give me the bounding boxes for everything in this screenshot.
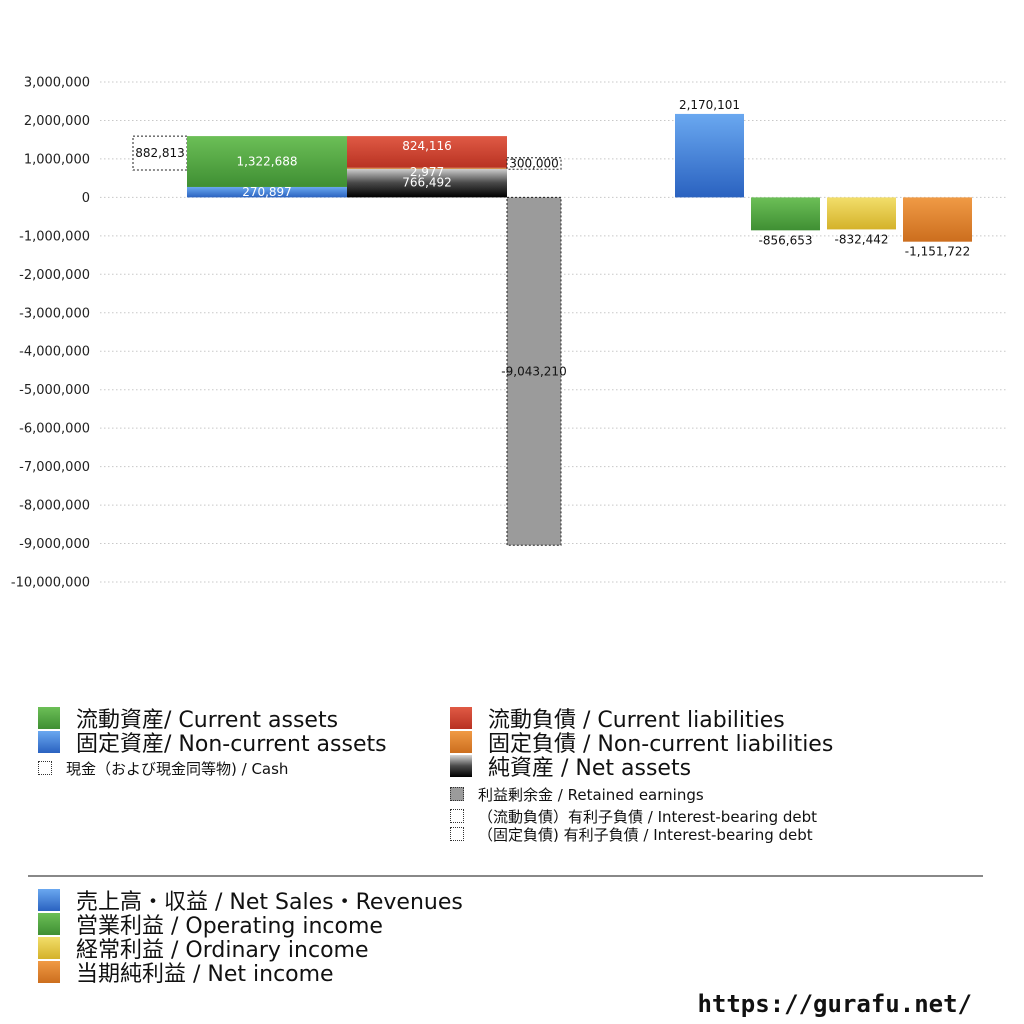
legend-swatch-cash <box>38 761 52 775</box>
legend-swatch-noncurrent-liabilities <box>450 731 472 753</box>
y-tick-label: 2,000,000 <box>24 114 90 129</box>
legend-income-statement: 売上高・収益 / Net Sales・Revenues 営業利益 / Opera… <box>38 888 463 987</box>
legend-label: 固定負債 / Non-current liabilities <box>488 732 834 757</box>
y-tick-label: -6,000,000 <box>19 422 90 437</box>
legend-label: 当期純利益 / Net income <box>76 962 334 987</box>
legend-label: 売上高・収益 / Net Sales・Revenues <box>76 890 463 915</box>
label-ordinary-income: -832,442 <box>835 232 889 246</box>
legend-label: （固定負債) 有利子負債 / Interest-bearing debt <box>478 825 813 844</box>
legend-swatch-operating-income <box>38 913 60 935</box>
legend-item-noncurrent-assets: 固定資産/ Non-current assets <box>38 730 387 757</box>
bar-net-sales <box>675 113 744 198</box>
legend-item-net-income: 当期純利益 / Net income <box>38 960 463 987</box>
site-url[interactable]: https://gurafu.net/ <box>697 990 972 1018</box>
legend-item-current-ib-debt: （流動負債）有利子負債 / Interest-bearing debt <box>450 807 833 826</box>
legend-divider <box>28 875 983 877</box>
legend-label: 固定資産/ Non-current assets <box>76 732 387 757</box>
legend-item-net-assets: 純資産 / Net assets <box>450 754 833 781</box>
label-retained-earnings: -9,043,210 <box>501 364 566 378</box>
label-net-income: -1,151,722 <box>905 245 970 259</box>
chart-area: 3,000,000 2,000,000 1,000,000 0 -1,000,000 -2… <box>11 76 1008 591</box>
label-net-assets: 766,492 <box>402 176 452 190</box>
label-noncurrent-assets: 270,897 <box>242 185 292 199</box>
legend-label: 経常利益 / Ordinary income <box>76 938 369 963</box>
y-tick-label: -8,000,000 <box>19 499 90 514</box>
legend-label: （流動負債）有利子負債 / Interest-bearing debt <box>478 807 818 826</box>
bar-noncurrent-assets <box>187 186 347 198</box>
legend-label: 現金（および現金同等物) / Cash <box>66 759 289 778</box>
label-interest-bearing-debt: 300,000 <box>509 157 559 171</box>
legend-item-net-sales: 売上高・収益 / Net Sales・Revenues <box>38 888 463 915</box>
label-current-assets: 1,322,688 <box>236 155 297 169</box>
legend-label: 利益剰余金 / Retained earnings <box>478 785 704 804</box>
legend-label: 流動負債 / Current liabilities <box>488 708 785 733</box>
bar-interest-bearing-debt <box>506 157 562 170</box>
bar-noncurrent-liabilities <box>347 167 507 169</box>
legend-swatch-current-liabilities <box>450 707 472 729</box>
label-operating-income: -856,653 <box>759 233 813 247</box>
y-tick-label: 3,000,000 <box>24 76 90 91</box>
label-net-sales: 2,170,101 <box>679 98 740 112</box>
y-tick-label: -10,000,000 <box>11 576 90 591</box>
legend-swatch-net-sales <box>38 889 60 911</box>
legend-item-noncurrent-ib-debt: （固定負債) 有利子負債 / Interest-bearing debt <box>450 825 833 844</box>
bar-ordinary-income <box>827 197 896 230</box>
legend-swatch-net-assets <box>450 755 472 777</box>
y-tick-label: -7,000,000 <box>19 460 90 475</box>
legend-swatch-current-assets <box>38 707 60 729</box>
y-tick-label: -9,000,000 <box>19 537 90 552</box>
bar-current-assets <box>187 136 347 187</box>
bar-operating-income <box>751 197 820 231</box>
legend-item-current-assets: 流動資産/ Current assets <box>38 706 387 733</box>
legend-swatch-noncurrent-assets <box>38 731 60 753</box>
bar-retained-earnings <box>506 196 562 546</box>
legend-swatch-ordinary-income <box>38 937 60 959</box>
legend-swatch-noncurrent-ib-debt <box>450 827 464 841</box>
legend-label: 営業利益 / Operating income <box>76 914 383 939</box>
bar-net-income <box>903 197 972 242</box>
legend-label: 流動資産/ Current assets <box>76 708 339 733</box>
legend-swatch-net-income <box>38 961 60 983</box>
y-tick-label: -3,000,000 <box>19 306 90 321</box>
bar-current-liabilities <box>347 136 507 168</box>
legend-swatch-current-ib-debt <box>450 809 464 823</box>
label-current-liabilities: 824,116 <box>402 139 452 153</box>
bar-cash <box>132 135 188 171</box>
y-tick-label: -5,000,000 <box>19 383 90 398</box>
y-tick-label: -1,000,000 <box>19 229 90 244</box>
legend-balance-right: 流動負債 / Current liabilities 固定負債 / Non-cu… <box>450 706 833 844</box>
y-tick-label: 1,000,000 <box>24 152 90 167</box>
label-noncurrent-liabilities: 2,977 <box>410 165 444 179</box>
y-tick-label: 0 <box>82 191 90 206</box>
legend-item-operating-income: 営業利益 / Operating income <box>38 912 463 939</box>
y-tick-label: -2,000,000 <box>19 268 90 283</box>
bar-net-assets <box>347 167 507 198</box>
legend-item-retained-earnings: 利益剰余金 / Retained earnings <box>450 784 833 804</box>
legend-item-current-liabilities: 流動負債 / Current liabilities <box>450 706 833 733</box>
legend-item-cash: 現金（および現金同等物) / Cash <box>38 758 387 778</box>
legend-label: 純資産 / Net assets <box>488 756 692 781</box>
legend-balance-left: 流動資産/ Current assets 固定資産/ Non-current a… <box>38 706 387 778</box>
y-tick-label: -4,000,000 <box>19 345 90 360</box>
legend-swatch-retained-earnings <box>450 787 464 801</box>
label-cash: 882,813 <box>135 146 185 160</box>
legend-item-noncurrent-liabilities: 固定負債 / Non-current liabilities <box>450 730 833 757</box>
legend-item-ordinary-income: 経常利益 / Ordinary income <box>38 936 463 963</box>
